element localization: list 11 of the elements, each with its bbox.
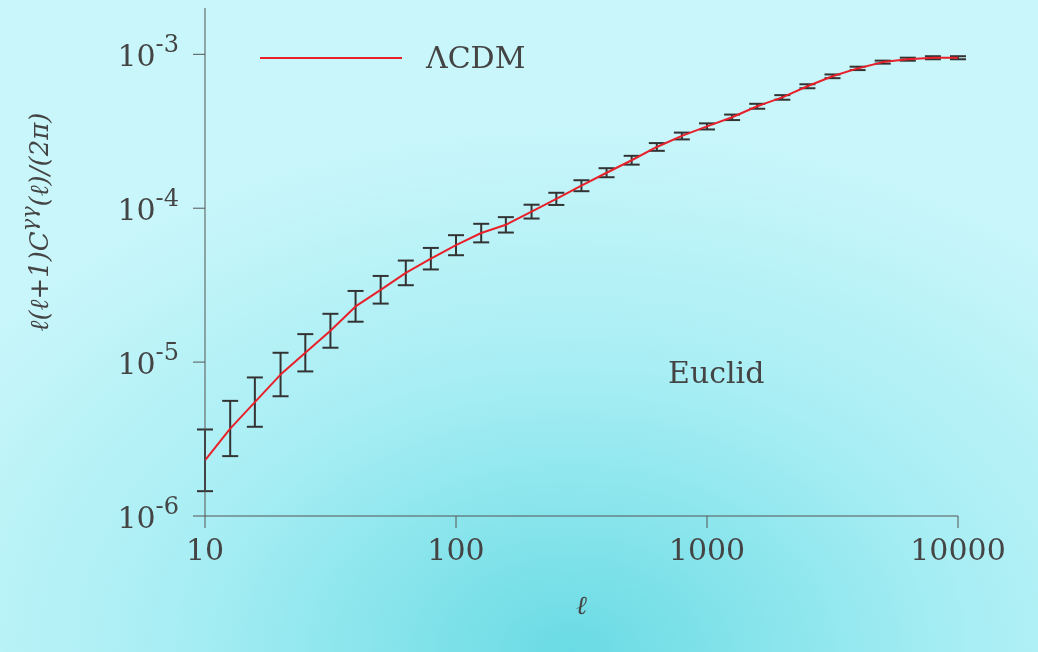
y-tick-label: 10$^{-4}$ [117,184,179,228]
x-tick-label: 10000 [910,532,1006,567]
x-axis-title: ℓ [576,590,588,620]
x-tick-label: 10 [185,532,225,567]
annotation: Euclid [668,355,765,390]
legend-label: ΛCDM [426,40,526,75]
x-tick-label: 1000 [668,532,746,567]
y-tick-label: 10$^{-3}$ [117,30,179,74]
y-tick-label: 10$^{-5}$ [117,338,179,382]
y-tick-label: 10$^{-6}$ [117,492,179,535]
x-tick-label: 100 [427,532,485,567]
